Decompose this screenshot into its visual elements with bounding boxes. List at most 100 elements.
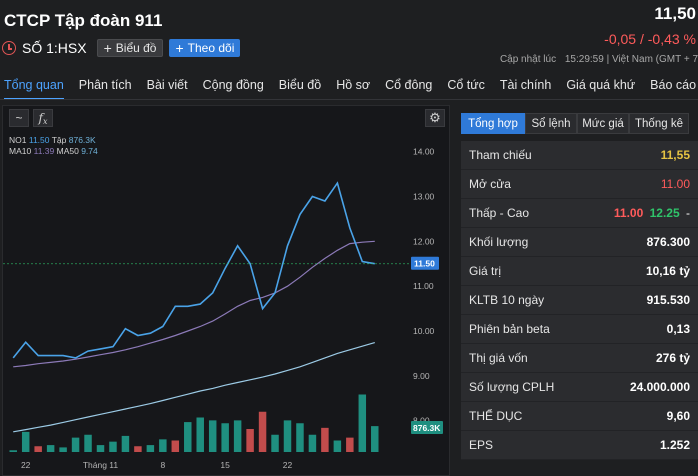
tab-price-history[interactable]: Giá quá khứ	[566, 78, 636, 92]
legend-ma50-label: MA50	[56, 146, 79, 156]
legend-line-2: MA10 11.39 MA50 9.74	[9, 146, 98, 157]
nav-divider	[0, 99, 698, 100]
volume-bar	[21, 431, 30, 452]
row-label: Thị giá vốn	[469, 351, 528, 365]
volume-badge-bg	[411, 421, 443, 434]
chart-svg: 14.00 13.00 12.00 11.00 10.00 9.00 8.00 11.50 87…	[3, 147, 443, 470]
clock-icon	[2, 41, 16, 55]
volume-bar	[146, 445, 155, 452]
volume-bar	[171, 440, 180, 452]
x-tick-label: 22	[21, 460, 31, 470]
row-shares-outstanding: Số lượng CPLH 24.000.000	[461, 373, 698, 402]
volume-bar	[159, 439, 167, 452]
row-label: Giá trị	[469, 264, 502, 278]
update-timestamp: Cập nhật lúc 15:29:59 | Việt Nam (GMT + …	[500, 54, 698, 65]
update-label: Cập nhật lúc	[499, 54, 557, 65]
tab-overview[interactable]: Tổng quan	[4, 74, 64, 100]
row-reference: Tham chiếu 11,55	[461, 141, 698, 170]
y-tick-label: 13.00	[413, 192, 435, 202]
gear-icon[interactable]: ⚙	[425, 109, 445, 127]
volume-bar	[296, 423, 304, 452]
company-title: CTCP Tập đoàn 911	[4, 11, 163, 30]
row-value: 915.530	[646, 293, 690, 307]
volume-bar	[333, 440, 342, 452]
tab-community[interactable]: Cộng đồng	[202, 78, 264, 92]
tab-articles[interactable]: Bài viết	[146, 78, 188, 92]
tab-chart[interactable]: Biểu đồ	[278, 78, 322, 92]
exchange-row: SỐ 1:HSX + Biểu đồ + Theo dõi	[2, 39, 241, 57]
volume-bar	[271, 434, 279, 452]
tab-analysis[interactable]: Phân tích	[78, 78, 132, 92]
volume-bar	[9, 450, 17, 452]
row-label: Phiên bản beta	[469, 322, 550, 336]
volume-bar	[321, 427, 329, 452]
row-pe: THỂ DỤC 9,60	[461, 402, 698, 431]
row-eps: EPS 1.252	[461, 431, 698, 460]
indicator-x: x	[42, 116, 48, 126]
row-value-traded: Giá trị 10,16 tỷ	[461, 257, 698, 286]
y-tick-label: 10.00	[413, 326, 435, 336]
tab-dividends[interactable]: Cổ tức	[447, 78, 485, 92]
volume-bar	[121, 435, 130, 452]
volume-bar	[34, 446, 42, 452]
tab-profile[interactable]: Hồ sơ	[336, 78, 371, 92]
volume-bar	[371, 426, 379, 452]
row-value: 24.000.000	[629, 380, 690, 394]
legend-price: 11.50	[28, 135, 50, 145]
row-label: Mở cửa	[469, 177, 511, 191]
current-price: 11,50	[654, 4, 696, 23]
legend-ticker: NO1	[9, 135, 27, 145]
tab-financials[interactable]: Tài chính	[499, 78, 552, 92]
price-badge-bg	[411, 256, 439, 270]
exchange-code: SỐ 1:HSX	[22, 40, 87, 56]
volume-bar	[84, 434, 92, 452]
x-tick-label: 8	[160, 460, 165, 470]
tab-reports[interactable]: Báo cáo	[650, 78, 697, 92]
x-tick-label: 15	[220, 460, 230, 470]
volume-bar	[246, 429, 254, 452]
follow-button[interactable]: + Theo dõi	[169, 39, 241, 57]
row-beta: Phiên bản beta 0,13	[461, 315, 698, 344]
row-label: EPS	[469, 438, 494, 452]
x-tick-label: 22	[283, 460, 293, 470]
main-nav: Tổng quan Phân tích Bài viết Cộng đồng B…	[0, 74, 698, 100]
row-label: Khối lượng	[469, 235, 529, 249]
y-tick-label: 8.00	[413, 416, 430, 426]
row-label: Số lượng CPLH	[469, 380, 555, 394]
volume-bar	[71, 437, 80, 452]
tab-shareholders[interactable]: Cổ đông	[385, 78, 433, 92]
row-avg-volume-10d: KLTB 10 ngày 915.530	[461, 286, 698, 315]
x-tick-label: Tháng 11	[83, 460, 119, 470]
volume-bar	[208, 420, 217, 452]
follow-button-label: Theo dõi	[187, 41, 235, 55]
row-market-cap: Thị giá vốn 276 tỷ	[461, 344, 698, 373]
volume-bar	[196, 417, 204, 452]
row-volume: Khối lượng 876.300	[461, 228, 698, 257]
price-chart[interactable]: 14.00 13.00 12.00 11.00 10.00 9.00 8.00 11.50 87…	[2, 105, 450, 476]
volume-badge: 876.3K	[413, 423, 441, 433]
volume-bar	[59, 447, 67, 452]
chart-button[interactable]: + Biểu đồ	[96, 39, 164, 57]
volume-bar	[134, 446, 142, 452]
volume-bar	[283, 420, 292, 452]
tab-summary[interactable]: Tổng hợp	[461, 113, 525, 134]
stock-header: CTCP Tập đoàn 911 11,50 -0,05 / -0,43 % …	[0, 0, 698, 72]
legend-ma10-value: 11.39	[33, 146, 55, 156]
volume-bar	[308, 434, 317, 452]
y-tick-label: 14.00	[413, 147, 435, 157]
volume-bar	[109, 441, 117, 452]
line-style-icon[interactable]: ~	[9, 109, 29, 127]
legend-volume: 876.3K	[68, 135, 96, 145]
row-value: 876.300	[646, 235, 690, 249]
volume-bar	[221, 423, 229, 452]
tab-statistics[interactable]: Thống kê	[629, 113, 689, 134]
row-value: 0,13	[666, 322, 690, 336]
chart-legend: NO1 11.50 Tập 876.3K MA10 11.39 MA50 9.7…	[9, 135, 98, 157]
tab-price-levels[interactable]: Mức giá	[577, 113, 629, 134]
legend-ma50-value: 9.74	[81, 146, 98, 156]
y-tick-label: 9.00	[413, 371, 430, 381]
tab-orderbook[interactable]: Sổ lệnh	[525, 113, 577, 134]
price-line	[12, 181, 375, 359]
ma50-line	[13, 342, 375, 433]
